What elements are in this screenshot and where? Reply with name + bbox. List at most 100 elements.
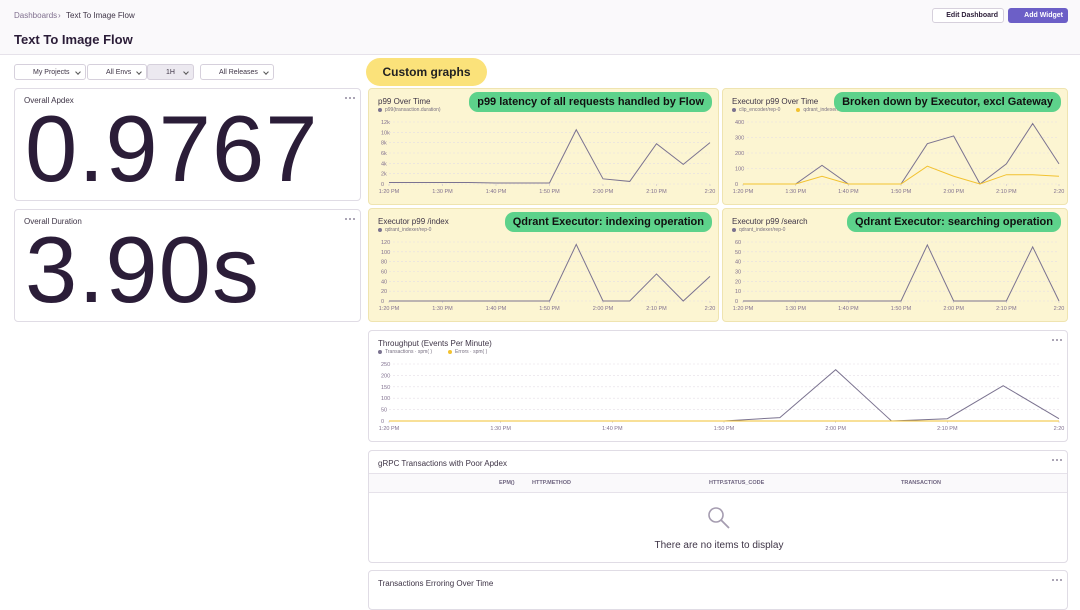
y-tick-label: 200 <box>735 151 744 157</box>
menu-dot <box>353 218 355 220</box>
chart-plot: 0 50 100 150 200 250 1:20 PM 1:30 PM 1:40 PM 1:50… <box>379 362 1065 432</box>
more-menu[interactable] <box>1051 338 1063 342</box>
y-tick-label: 12k <box>381 120 390 126</box>
menu-dot <box>1056 579 1058 581</box>
menu-dot <box>1052 339 1054 341</box>
y-tick-label: 100 <box>735 167 744 173</box>
edit-dashboard-button[interactable]: Edit Dashboard <box>932 8 1004 23</box>
column-header: EPM() <box>499 480 515 486</box>
breadcrumb-link[interactable]: Dashboards <box>14 11 58 20</box>
chart-card: 0 100 200 300 400 1:20 PM 1:30 PM 1:40 PM 1:50 P… <box>722 88 1068 205</box>
x-tick-label: 1:20 PM <box>379 189 400 195</box>
legend-swatch <box>378 349 382 354</box>
release-filter[interactable]: All Releases <box>200 64 274 80</box>
x-tick-label: 2:00 PM <box>593 189 614 195</box>
menu-dot <box>353 97 355 99</box>
more-menu[interactable] <box>344 96 356 100</box>
errors-card: Transactions Erroring Over Time <box>368 570 1068 610</box>
env-filter[interactable]: All Envs <box>87 64 147 80</box>
x-tick-label: 1:50 PM <box>714 426 735 432</box>
y-tick-label: 300 <box>735 136 744 142</box>
legend-label: p99(transaction.duration) <box>385 107 441 113</box>
y-tick-label: 50 <box>735 250 741 256</box>
y-tick-label: 8k <box>381 141 387 147</box>
table-card: gRPC Transactions with Poor Apdex EPM() … <box>368 450 1068 563</box>
x-tick-label: 1:40 PM <box>486 189 507 195</box>
x-tick-label: 2:00 PM <box>943 189 964 195</box>
page: Dashboards › Text To Image Flow Text To … <box>0 0 1080 590</box>
x-tick-label: 2:00 PM <box>593 306 614 312</box>
legend-swatch <box>448 349 453 354</box>
more-menu[interactable] <box>344 217 356 221</box>
legend-label: Transactions · spm( ) <box>385 349 433 355</box>
y-tick-label: 0 <box>735 299 738 305</box>
x-tick-label: 2:20 <box>1054 426 1065 432</box>
chart-card: 0 50 100 150 200 250 1:20 PM 1:30 PM 1:40 PM 1:50… <box>368 330 1068 442</box>
y-tick-label: 60 <box>381 270 387 276</box>
chart-title: Throughput (Events Per Minute) <box>378 339 492 348</box>
x-tick-label: 1:20 PM <box>379 426 400 432</box>
legend-label: clip_encoder/rep-0 <box>739 107 781 113</box>
series-line <box>743 243 1060 302</box>
add-widget-button[interactable]: Add Widget <box>1008 8 1068 23</box>
legend-item: p99(transaction.duration) <box>378 107 449 113</box>
period-filter[interactable]: 1H <box>147 64 194 80</box>
callout: Qdrant Executor: searching operation <box>846 212 1061 232</box>
chart-title: Executor p99 Over Time <box>732 97 819 106</box>
y-tick-label: 40 <box>735 260 741 266</box>
chart-card: 0 2k 4k 6k 8k 10k 12k 1:20 PM 1:30 PM 1:40 PM 1:50… <box>368 88 719 205</box>
legend-item: Errors · spm( ) <box>448 349 495 355</box>
x-tick-label: 2:10 PM <box>646 306 667 312</box>
legend: qdrant_indexer/rep-0 <box>732 227 801 233</box>
y-tick-label: 400 <box>735 120 744 126</box>
legend-swatch <box>378 227 382 232</box>
x-tick-label: 2:10 PM <box>996 306 1017 312</box>
x-tick-label: 1:30 PM <box>785 189 806 195</box>
project-filter[interactable]: My Projects <box>14 64 86 80</box>
y-tick-label: 6k <box>381 151 387 157</box>
y-tick-label: 30 <box>735 270 741 276</box>
chart-plot: 0 10 20 30 40 50 60 1:20 PM 1:30 PM 1:40 PM 1:50 P… <box>733 240 1065 312</box>
more-menu[interactable] <box>1051 458 1063 462</box>
menu-dot <box>1060 579 1062 581</box>
x-tick-label: 1:50 PM <box>539 189 560 195</box>
y-tick-label: 2k <box>381 172 387 178</box>
chart-plot: 0 2k 4k 6k 8k 10k 12k 1:20 PM 1:30 PM 1:40 PM 1:50… <box>379 120 716 195</box>
x-tick-label: 1:20 PM <box>733 189 754 195</box>
x-tick-label: 1:40 PM <box>838 306 859 312</box>
x-tick-label: 2:10 PM <box>937 426 958 432</box>
y-tick-label: 0 <box>381 182 384 188</box>
x-tick-label: 1:50 PM <box>891 306 912 312</box>
menu-dot <box>345 218 347 220</box>
y-tick-label: 120 <box>381 240 390 246</box>
series-line <box>389 128 711 184</box>
menu-dot <box>1060 459 1062 461</box>
legend-label: Errors · spm( ) <box>455 349 488 355</box>
more-menu[interactable] <box>1051 578 1063 582</box>
y-tick-label: 200 <box>381 373 390 379</box>
series-line <box>743 165 1060 185</box>
legend-swatch <box>732 107 736 112</box>
table-header: EPM() HTTP.METHOD HTTP.STATUS_CODE TRANS… <box>369 473 1067 493</box>
card-title: Overall Duration <box>24 217 82 226</box>
x-tick-label: 2:00 PM <box>943 306 964 312</box>
column-header: TRANSACTION <box>901 480 942 486</box>
legend-label: qdrant_indexer/rep-0 <box>739 227 786 233</box>
x-tick-label: 1:40 PM <box>838 189 859 195</box>
x-tick-label: 2:20 <box>705 189 716 195</box>
y-tick-label: 60 <box>735 240 741 246</box>
card-title: Overall Apdex <box>24 96 74 105</box>
chart-plot: 0 20 40 60 80 100 120 1:20 PM 1:30 PM 1:40 PM 1:50… <box>379 240 716 312</box>
x-tick-label: 1:30 PM <box>432 306 453 312</box>
annotation-pill: Custom graphs <box>366 58 487 86</box>
menu-dot <box>1052 459 1054 461</box>
y-tick-label: 20 <box>381 289 387 295</box>
chart-title: Executor p99 /search <box>732 217 808 226</box>
legend-item: clip_encoder/rep-0 <box>732 107 788 113</box>
x-tick-label: 1:30 PM <box>785 306 806 312</box>
big-number: 0.9767 <box>25 96 319 201</box>
x-tick-label: 1:20 PM <box>379 306 400 312</box>
legend-item: qdrant_indexer/rep-0 <box>732 227 793 233</box>
legend-label: qdrant_indexer/rep-0 <box>385 227 432 233</box>
menu-dot <box>1060 339 1062 341</box>
